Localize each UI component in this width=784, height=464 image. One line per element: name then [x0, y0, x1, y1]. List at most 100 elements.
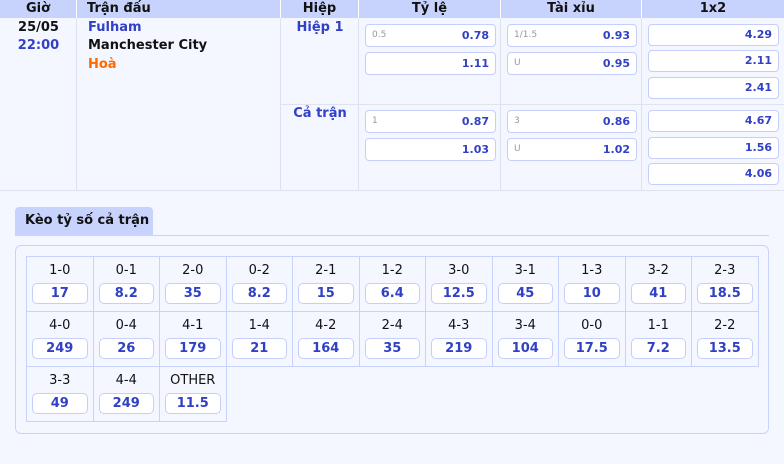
score-label: 0-4 — [115, 318, 137, 333]
score-odds-button[interactable]: 179 — [165, 338, 221, 359]
x12-draw-odds[interactable]: 1.56 — [648, 137, 779, 159]
under-odds[interactable]: U 1.02 — [507, 138, 637, 161]
handicap-home-odds[interactable]: 0.5 0.78 — [365, 24, 496, 47]
score-label: 1-4 — [248, 318, 270, 333]
away-team[interactable]: Manchester City — [88, 38, 208, 53]
handicap-line: 0.5 — [372, 30, 387, 40]
score-odds-button[interactable]: 15 — [298, 283, 354, 304]
over-odds[interactable]: 1/1.5 0.93 — [507, 24, 637, 47]
header-1x2: 1x2 — [642, 0, 784, 18]
score-odds-button[interactable]: 35 — [165, 283, 221, 304]
score-label: 3-3 — [49, 373, 71, 388]
odds-value: 1.03 — [461, 143, 489, 156]
score-cell: 3-4 104 — [492, 312, 559, 367]
under-label: U — [514, 144, 521, 154]
score-odds-button[interactable]: 104 — [497, 338, 553, 359]
score-cell: 2-4 35 — [359, 312, 426, 367]
score-label: 4-0 — [49, 318, 71, 333]
score-cell: 4-3 219 — [426, 312, 493, 367]
x12-home-odds[interactable]: 4.67 — [648, 110, 779, 132]
home-team[interactable]: Fulham — [88, 20, 142, 35]
period-label: Cả trận — [293, 106, 347, 121]
score-odds-button[interactable]: 11.5 — [165, 393, 221, 414]
score-cell: 4-0 249 — [27, 312, 94, 367]
score-odds-button[interactable]: 35 — [364, 338, 420, 359]
score-cell: 2-2 13.5 — [692, 312, 759, 367]
score-odds-button[interactable]: 7.2 — [630, 338, 686, 359]
score-odds-button[interactable]: 41 — [630, 283, 686, 304]
score-odds-button[interactable]: 18.5 — [697, 283, 753, 304]
handicap-line: 1 — [372, 116, 378, 126]
score-cell: 3-1 45 — [492, 257, 559, 312]
handicap-away-odds[interactable]: 1.11 — [365, 52, 496, 75]
score-label: 3-4 — [514, 318, 536, 333]
over-odds[interactable]: 3 0.86 — [507, 110, 637, 133]
score-cell: 0-1 8.2 — [93, 257, 160, 312]
handicap-home-odds[interactable]: 1 0.87 — [365, 110, 496, 133]
score-odds-button[interactable]: 21 — [231, 338, 287, 359]
divider — [281, 104, 784, 105]
score-cell: 1-2 6.4 — [359, 257, 426, 312]
header-match: Trận đấu — [77, 0, 281, 18]
col-match — [77, 18, 281, 191]
x12-away-odds[interactable]: 4.06 — [648, 163, 779, 185]
score-odds-button[interactable]: 12.5 — [431, 283, 487, 304]
score-label: 1-0 — [49, 263, 71, 278]
odds-value: 0.78 — [461, 29, 489, 42]
score-odds-button[interactable]: 13.5 — [697, 338, 753, 359]
score-cell: 1-1 7.2 — [625, 312, 692, 367]
match-time: 22:00 — [17, 38, 60, 53]
score-label: 0-1 — [115, 263, 137, 278]
score-label: 4-4 — [115, 373, 137, 388]
score-label: 0-2 — [248, 263, 270, 278]
score-cell: 4-2 164 — [293, 312, 360, 367]
score-cell: 1-3 10 — [559, 257, 626, 312]
score-odds-button[interactable]: 49 — [32, 393, 88, 414]
draw-label: Hoà — [88, 57, 117, 72]
score-odds-button[interactable]: 219 — [431, 338, 487, 359]
header-time: Giờ — [0, 0, 77, 18]
x12-home-odds[interactable]: 4.29 — [648, 24, 779, 46]
score-cell: OTHER 11.5 — [160, 367, 227, 422]
score-odds-button[interactable]: 26 — [98, 338, 154, 359]
score-label: 4-3 — [448, 318, 470, 333]
score-label: 1-1 — [647, 318, 669, 333]
score-cell: 2-1 15 — [293, 257, 360, 312]
score-label: 0-0 — [581, 318, 603, 333]
under-odds[interactable]: U 0.95 — [507, 52, 637, 75]
score-odds-button[interactable]: 249 — [32, 338, 88, 359]
score-label: 1-3 — [581, 263, 603, 278]
score-label: 3-2 — [647, 263, 669, 278]
x12-draw-odds[interactable]: 2.11 — [648, 50, 779, 72]
score-odds-button[interactable]: 8.2 — [98, 283, 154, 304]
under-label: U — [514, 58, 521, 68]
odds-value: 1.11 — [461, 57, 489, 70]
score-odds-button[interactable]: 6.4 — [364, 283, 420, 304]
score-odds-button[interactable]: 45 — [497, 283, 553, 304]
score-cell: 0-0 17.5 — [559, 312, 626, 367]
score-odds-button[interactable]: 249 — [98, 393, 154, 414]
score-odds-button[interactable]: 10 — [564, 283, 620, 304]
score-cell: 0-4 26 — [93, 312, 160, 367]
score-cell: 1-0 17 — [27, 257, 94, 312]
ou-line: 1/1.5 — [514, 30, 538, 40]
ou-line: 3 — [514, 116, 520, 126]
header-half: Hiệp — [281, 0, 359, 18]
score-cell: 2-3 18.5 — [692, 257, 759, 312]
score-label: 1-2 — [381, 263, 403, 278]
score-label: 2-3 — [714, 263, 736, 278]
tab-correct-score[interactable]: Kèo tỷ số cả trận — [15, 207, 153, 235]
handicap-away-odds[interactable]: 1.03 — [365, 138, 496, 161]
odds-value: 1.02 — [602, 143, 630, 156]
x12-away-odds[interactable]: 2.41 — [648, 77, 779, 99]
odds-value: 0.86 — [602, 115, 630, 128]
score-label: 2-1 — [315, 263, 337, 278]
odds-value: 0.93 — [602, 29, 630, 42]
score-odds-button[interactable]: 17 — [32, 283, 88, 304]
score-odds-button[interactable]: 17.5 — [564, 338, 620, 359]
score-odds-button[interactable]: 164 — [298, 338, 354, 359]
score-odds-button[interactable]: 8.2 — [231, 283, 287, 304]
score-cell: 4-4 249 — [93, 367, 160, 422]
score-cell: 4-1 179 — [160, 312, 227, 367]
score-cell: 1-4 21 — [226, 312, 293, 367]
